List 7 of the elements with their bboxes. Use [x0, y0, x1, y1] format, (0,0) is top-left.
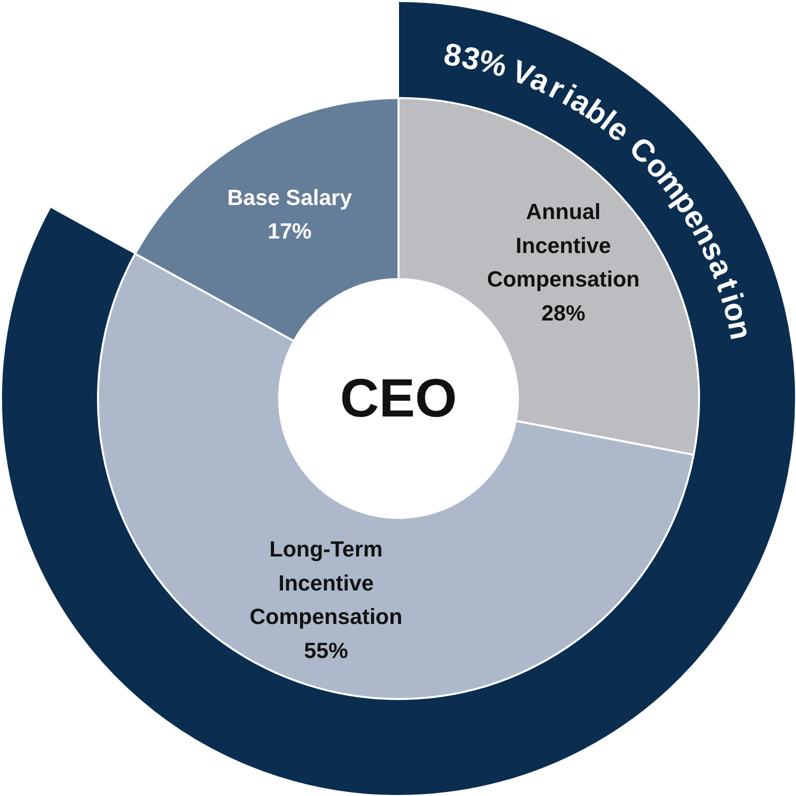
data-label: 17% [268, 218, 312, 244]
data-label: 55% [304, 638, 348, 663]
slice-label: Base Salary [227, 184, 353, 210]
slice-label: Long-Term Incentive Compensation [250, 536, 402, 630]
text: CEO [340, 368, 458, 428]
data-label: 28% [541, 300, 586, 326]
slice-label: Annual Incentive Compensation [486, 199, 640, 292]
